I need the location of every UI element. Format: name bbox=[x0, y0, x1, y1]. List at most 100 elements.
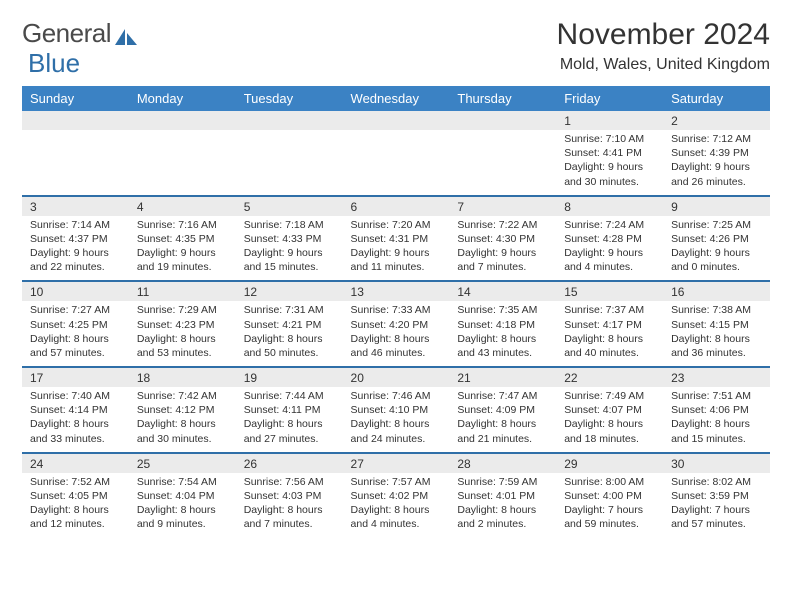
sunrise-text: Sunrise: 7:27 AM bbox=[30, 303, 121, 317]
sunrise-text: Sunrise: 7:56 AM bbox=[244, 475, 335, 489]
day-cell: Sunrise: 7:49 AMSunset: 4:07 PMDaylight:… bbox=[556, 387, 663, 453]
day-number: 25 bbox=[129, 453, 236, 473]
day-number: 14 bbox=[449, 281, 556, 301]
header: General November 2024 Mold, Wales, Unite… bbox=[22, 18, 770, 74]
day-number bbox=[343, 111, 450, 130]
sunrise-text: Sunrise: 7:31 AM bbox=[244, 303, 335, 317]
sunset-text: Sunset: 4:25 PM bbox=[30, 318, 121, 332]
day-cell: Sunrise: 7:42 AMSunset: 4:12 PMDaylight:… bbox=[129, 387, 236, 453]
sunrise-text: Sunrise: 7:51 AM bbox=[671, 389, 762, 403]
sunrise-text: Sunrise: 7:33 AM bbox=[351, 303, 442, 317]
sunset-text: Sunset: 4:18 PM bbox=[457, 318, 548, 332]
daylight-text: Daylight: 7 hours and 57 minutes. bbox=[671, 503, 762, 531]
sunrise-text: Sunrise: 7:59 AM bbox=[457, 475, 548, 489]
sunrise-text: Sunrise: 7:22 AM bbox=[457, 218, 548, 232]
day-header: Tuesday bbox=[236, 86, 343, 111]
sunset-text: Sunset: 4:06 PM bbox=[671, 403, 762, 417]
daynum-row: 12 bbox=[22, 111, 770, 130]
day-number: 6 bbox=[343, 196, 450, 216]
sunset-text: Sunset: 4:12 PM bbox=[137, 403, 228, 417]
day-header: Wednesday bbox=[343, 86, 450, 111]
sunrise-text: Sunrise: 7:42 AM bbox=[137, 389, 228, 403]
day-cell: Sunrise: 7:33 AMSunset: 4:20 PMDaylight:… bbox=[343, 301, 450, 367]
day-number: 5 bbox=[236, 196, 343, 216]
day-cell: Sunrise: 7:47 AMSunset: 4:09 PMDaylight:… bbox=[449, 387, 556, 453]
sunset-text: Sunset: 4:05 PM bbox=[30, 489, 121, 503]
sunrise-text: Sunrise: 7:46 AM bbox=[351, 389, 442, 403]
sunset-text: Sunset: 4:26 PM bbox=[671, 232, 762, 246]
day-number bbox=[449, 111, 556, 130]
body-row: Sunrise: 7:10 AMSunset: 4:41 PMDaylight:… bbox=[22, 130, 770, 196]
day-header: Friday bbox=[556, 86, 663, 111]
sunset-text: Sunset: 4:02 PM bbox=[351, 489, 442, 503]
sunrise-text: Sunrise: 7:25 AM bbox=[671, 218, 762, 232]
daylight-text: Daylight: 8 hours and 21 minutes. bbox=[457, 417, 548, 445]
daylight-text: Daylight: 8 hours and 9 minutes. bbox=[137, 503, 228, 531]
day-number bbox=[129, 111, 236, 130]
day-cell: Sunrise: 7:46 AMSunset: 4:10 PMDaylight:… bbox=[343, 387, 450, 453]
body-row: Sunrise: 7:14 AMSunset: 4:37 PMDaylight:… bbox=[22, 216, 770, 282]
sunset-text: Sunset: 4:07 PM bbox=[564, 403, 655, 417]
title-block: November 2024 Mold, Wales, United Kingdo… bbox=[557, 18, 770, 74]
body-row: Sunrise: 7:52 AMSunset: 4:05 PMDaylight:… bbox=[22, 473, 770, 538]
day-cell: Sunrise: 7:56 AMSunset: 4:03 PMDaylight:… bbox=[236, 473, 343, 538]
daylight-text: Daylight: 8 hours and 7 minutes. bbox=[244, 503, 335, 531]
sunrise-text: Sunrise: 7:57 AM bbox=[351, 475, 442, 489]
day-cell: Sunrise: 7:24 AMSunset: 4:28 PMDaylight:… bbox=[556, 216, 663, 282]
day-cell: Sunrise: 7:10 AMSunset: 4:41 PMDaylight:… bbox=[556, 130, 663, 196]
sunset-text: Sunset: 4:33 PM bbox=[244, 232, 335, 246]
daylight-text: Daylight: 8 hours and 24 minutes. bbox=[351, 417, 442, 445]
day-number: 2 bbox=[663, 111, 770, 130]
sunrise-text: Sunrise: 8:00 AM bbox=[564, 475, 655, 489]
daylight-text: Daylight: 8 hours and 40 minutes. bbox=[564, 332, 655, 360]
day-cell: Sunrise: 7:51 AMSunset: 4:06 PMDaylight:… bbox=[663, 387, 770, 453]
sunset-text: Sunset: 4:00 PM bbox=[564, 489, 655, 503]
sunset-text: Sunset: 4:14 PM bbox=[30, 403, 121, 417]
day-cell: Sunrise: 7:31 AMSunset: 4:21 PMDaylight:… bbox=[236, 301, 343, 367]
day-cell: Sunrise: 7:18 AMSunset: 4:33 PMDaylight:… bbox=[236, 216, 343, 282]
day-number: 26 bbox=[236, 453, 343, 473]
daylight-text: Daylight: 9 hours and 15 minutes. bbox=[244, 246, 335, 274]
sunset-text: Sunset: 4:41 PM bbox=[564, 146, 655, 160]
day-cell: Sunrise: 7:59 AMSunset: 4:01 PMDaylight:… bbox=[449, 473, 556, 538]
month-title: November 2024 bbox=[557, 18, 770, 52]
day-header: Saturday bbox=[663, 86, 770, 111]
day-cell: Sunrise: 7:54 AMSunset: 4:04 PMDaylight:… bbox=[129, 473, 236, 538]
location: Mold, Wales, United Kingdom bbox=[557, 56, 770, 74]
day-cell: Sunrise: 7:16 AMSunset: 4:35 PMDaylight:… bbox=[129, 216, 236, 282]
daylight-text: Daylight: 8 hours and 46 minutes. bbox=[351, 332, 442, 360]
daynum-row: 24252627282930 bbox=[22, 453, 770, 473]
daylight-text: Daylight: 8 hours and 12 minutes. bbox=[30, 503, 121, 531]
sunset-text: Sunset: 4:23 PM bbox=[137, 318, 228, 332]
day-cell: Sunrise: 7:38 AMSunset: 4:15 PMDaylight:… bbox=[663, 301, 770, 367]
day-cell bbox=[236, 130, 343, 196]
day-cell: Sunrise: 7:57 AMSunset: 4:02 PMDaylight:… bbox=[343, 473, 450, 538]
sunset-text: Sunset: 4:31 PM bbox=[351, 232, 442, 246]
sunrise-text: Sunrise: 7:49 AM bbox=[564, 389, 655, 403]
calendar-header-row: Sunday Monday Tuesday Wednesday Thursday… bbox=[22, 86, 770, 111]
sunrise-text: Sunrise: 7:18 AM bbox=[244, 218, 335, 232]
sunrise-text: Sunrise: 7:37 AM bbox=[564, 303, 655, 317]
day-cell: Sunrise: 8:02 AMSunset: 3:59 PMDaylight:… bbox=[663, 473, 770, 538]
day-cell: Sunrise: 7:40 AMSunset: 4:14 PMDaylight:… bbox=[22, 387, 129, 453]
sunrise-text: Sunrise: 7:47 AM bbox=[457, 389, 548, 403]
sunset-text: Sunset: 4:28 PM bbox=[564, 232, 655, 246]
day-cell: Sunrise: 7:14 AMSunset: 4:37 PMDaylight:… bbox=[22, 216, 129, 282]
daylight-text: Daylight: 8 hours and 53 minutes. bbox=[137, 332, 228, 360]
sunset-text: Sunset: 4:01 PM bbox=[457, 489, 548, 503]
day-number: 10 bbox=[22, 281, 129, 301]
daylight-text: Daylight: 8 hours and 36 minutes. bbox=[671, 332, 762, 360]
daylight-text: Daylight: 9 hours and 30 minutes. bbox=[564, 160, 655, 188]
day-number: 9 bbox=[663, 196, 770, 216]
sunrise-text: Sunrise: 7:54 AM bbox=[137, 475, 228, 489]
sunset-text: Sunset: 4:04 PM bbox=[137, 489, 228, 503]
body-row: Sunrise: 7:40 AMSunset: 4:14 PMDaylight:… bbox=[22, 387, 770, 453]
logo-word2: Blue bbox=[28, 48, 80, 79]
sunset-text: Sunset: 4:09 PM bbox=[457, 403, 548, 417]
sunset-text: Sunset: 3:59 PM bbox=[671, 489, 762, 503]
sunrise-text: Sunrise: 8:02 AM bbox=[671, 475, 762, 489]
day-number: 24 bbox=[22, 453, 129, 473]
day-number: 23 bbox=[663, 367, 770, 387]
daylight-text: Daylight: 9 hours and 26 minutes. bbox=[671, 160, 762, 188]
daylight-text: Daylight: 8 hours and 33 minutes. bbox=[30, 417, 121, 445]
